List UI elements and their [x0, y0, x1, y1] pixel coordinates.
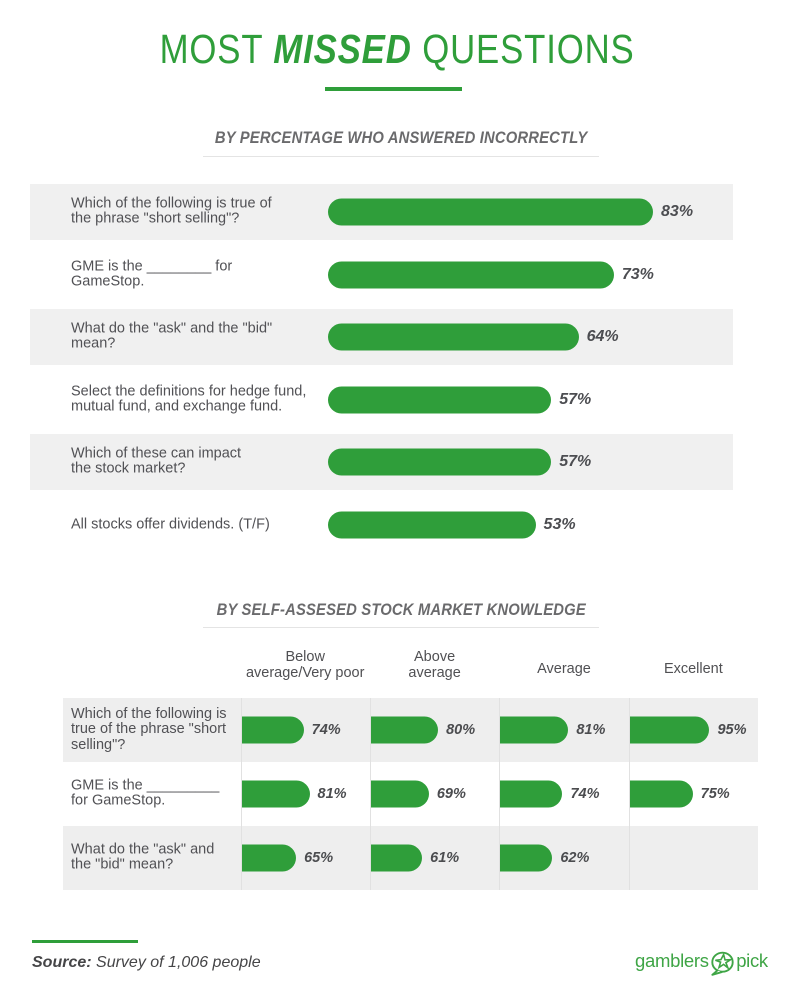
question-label: Select the definitions for hedge fund, m… — [71, 383, 307, 415]
percentage-bar — [370, 716, 439, 744]
percentage-bar — [370, 780, 429, 808]
percentage-value: 81% — [576, 722, 606, 738]
percentage-bar — [500, 844, 553, 872]
title-underline-rule — [325, 87, 462, 91]
chart-row: Which of these can impact the stock mark… — [30, 434, 733, 490]
percentage-value: 65% — [304, 850, 334, 866]
percentage-value: 57% — [559, 390, 592, 408]
value-cell: 69% — [369, 762, 499, 826]
section1-heading-text: BY PERCENTAGE WHO ANSWERED INCORRECTLY — [214, 128, 588, 147]
question-label: What do the "ask" and the "bid" mean? — [71, 841, 215, 873]
question-label: GME is the ________ for GameStop. — [71, 258, 233, 290]
value-cell: 81% — [499, 698, 628, 762]
chart-row: All stocks offer dividends. (T/F) 53% — [30, 497, 733, 553]
table-row: GME is the _________ for GameStop. 81% 69%… — [63, 762, 758, 826]
source-note: Source: Survey of 1,006 people — [32, 954, 261, 972]
percentage-bar — [370, 844, 423, 872]
chart-row: Select the definitions for hedge fund, m… — [30, 372, 733, 428]
percentage-bar — [328, 261, 614, 288]
value-cell: 80% — [369, 698, 499, 762]
value-cell — [628, 826, 758, 890]
question-label: What do the "ask" and the "bid" mean? — [71, 320, 273, 352]
question-label: All stocks offer dividends. (T/F) — [71, 515, 270, 532]
percentage-value: 53% — [543, 515, 576, 533]
section1-heading: BY PERCENTAGE WHO ANSWERED INCORRECTLY — [203, 129, 599, 157]
table-row: Which of the following is true of the ph… — [63, 698, 759, 762]
percentage-value: 95% — [717, 722, 747, 738]
percentage-bar — [500, 716, 569, 744]
chart-row: GME is the ________ for GameStop. 73% — [30, 247, 733, 303]
percentage-bar — [328, 386, 552, 413]
column-header: Excellent — [663, 660, 723, 677]
percentage-bar — [241, 844, 297, 872]
percentage-value: 75% — [700, 786, 730, 802]
question-label: Which of the following is true of the ph… — [71, 195, 272, 227]
percentage-bar — [500, 780, 563, 808]
value-cell: 62% — [499, 826, 628, 890]
table-row: What do the "ask" and the "bid" mean? 65%… — [63, 826, 759, 890]
percentage-value: 81% — [317, 786, 347, 802]
percentage-bar — [241, 780, 310, 808]
percentage-value: 62% — [560, 850, 590, 866]
question-cell: What do the "ask" and the "bid" mean? — [63, 826, 241, 890]
question-label: Which of the following is true of the ph… — [71, 705, 227, 753]
source-text: Survey of 1,006 people — [91, 954, 261, 971]
percentage-value: 83% — [661, 203, 694, 220]
percentage-value: 73% — [621, 265, 654, 283]
percentage-value: 61% — [430, 850, 460, 866]
percentage-value: 74% — [311, 722, 341, 738]
question-label: GME is the _________ for GameStop. — [71, 777, 220, 809]
value-cell: 74% — [240, 698, 370, 762]
page-title-tail: QUESTIONS — [412, 25, 636, 72]
value-cell: 61% — [369, 826, 499, 890]
source-rule — [32, 940, 138, 943]
column-header: Below average/Very poor — [245, 649, 365, 681]
question-cell: Which of the following is true of the ph… — [63, 698, 241, 762]
percentage-bar — [629, 716, 710, 744]
percentage-bar — [328, 198, 654, 226]
percentage-value: 74% — [570, 786, 600, 802]
percentage-bar — [328, 511, 536, 538]
chart-row: What do the "ask" and the "bid" mean? 64% — [30, 309, 733, 365]
source-label: Source: — [32, 954, 92, 971]
percentage-bar — [328, 448, 552, 476]
chart-row: Which of the following is true of the ph… — [30, 184, 733, 240]
gamblerspick-logo: gamblers pick — [635, 948, 768, 981]
star-speech-bubble-icon — [709, 951, 736, 981]
column-header: Average — [537, 660, 591, 677]
question-cell: GME is the _________ for GameStop. — [63, 762, 241, 826]
page-title-emphasis: MISSED — [273, 25, 413, 72]
knowledge-table: Which of the following is true of the ph… — [63, 698, 759, 890]
value-cell: 95% — [628, 698, 758, 762]
percentage-value: 64% — [586, 328, 619, 345]
percentage-bar — [241, 716, 304, 744]
value-cell: 81% — [240, 762, 370, 826]
knowledge-table-column-headers: Below average/Very poor Above average Aver… — [241, 649, 759, 682]
page-title-lead: MOST — [159, 25, 274, 72]
percentage-value: 80% — [446, 722, 476, 738]
incorrect-percentage-chart: Which of the following is true of the ph… — [30, 184, 733, 559]
value-cell: 75% — [628, 762, 758, 826]
section2-heading-text: BY SELF-ASSESED STOCK MARKET KNOWLEDGE — [216, 600, 586, 619]
logo-word-left: gamblers — [635, 950, 709, 971]
section2-heading: BY SELF-ASSESED STOCK MARKET KNOWLEDGE — [203, 601, 599, 628]
page-title: MOST MISSED QUESTIONS — [0, 25, 798, 72]
logo-word-right: pick — [736, 950, 768, 971]
percentage-bar — [328, 323, 579, 351]
value-cell: 65% — [240, 826, 370, 890]
percentage-bar — [629, 780, 693, 808]
value-cell: 74% — [499, 762, 628, 826]
percentage-value: 57% — [559, 453, 592, 470]
percentage-value: 69% — [436, 786, 466, 802]
question-label: Which of these can impact the stock mark… — [71, 445, 242, 477]
column-header: Above average — [408, 649, 461, 681]
